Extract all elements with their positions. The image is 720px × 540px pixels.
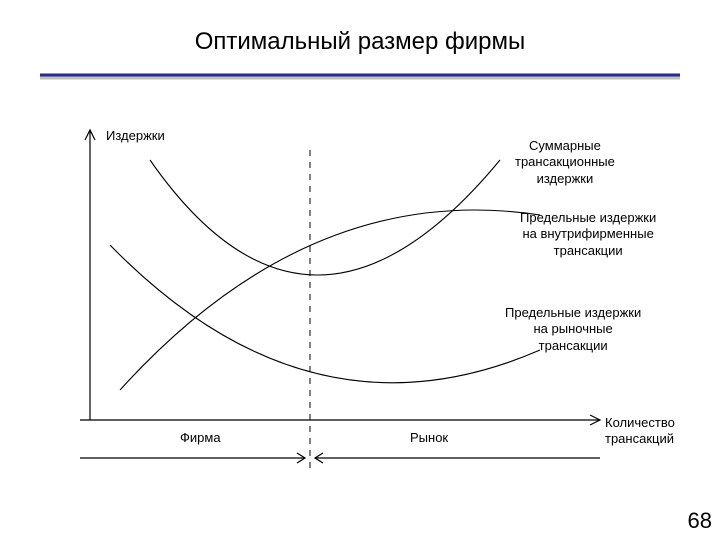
label-internal-cost: Предельные издержки на внутрифирменные т… [520,210,656,259]
label-total-cost: Суммарные трансакционные издержки [515,138,615,187]
label-firm: Фирма [180,430,221,446]
label-x-axis: Количество трансакций [605,415,675,448]
slide: Оптимальный размер фирмы Издержки Суммар… [0,0,720,540]
slide-title: Оптимальный размер фирмы [0,28,720,56]
label-market: Рынок [410,430,448,446]
page-number: 68 [688,508,712,534]
label-y-axis: Издержки [106,128,165,144]
chart-area: Издержки Суммарные трансакционные издерж… [60,120,660,500]
label-market-cost: Предельные издержки на рыночные трансакц… [505,305,641,354]
